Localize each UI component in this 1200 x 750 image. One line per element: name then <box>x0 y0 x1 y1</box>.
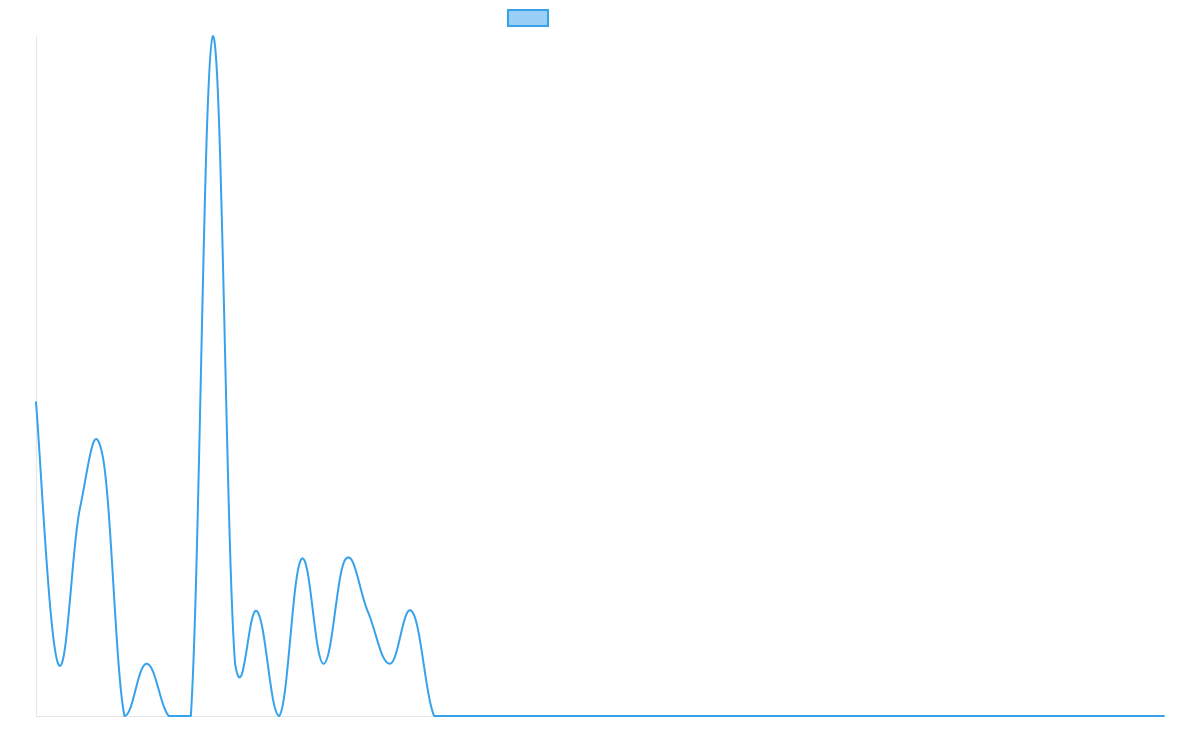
legend[interactable] <box>507 9 549 27</box>
plot-area <box>35 35 1165 717</box>
series-line <box>35 35 1165 717</box>
legend-swatch[interactable] <box>507 9 549 27</box>
